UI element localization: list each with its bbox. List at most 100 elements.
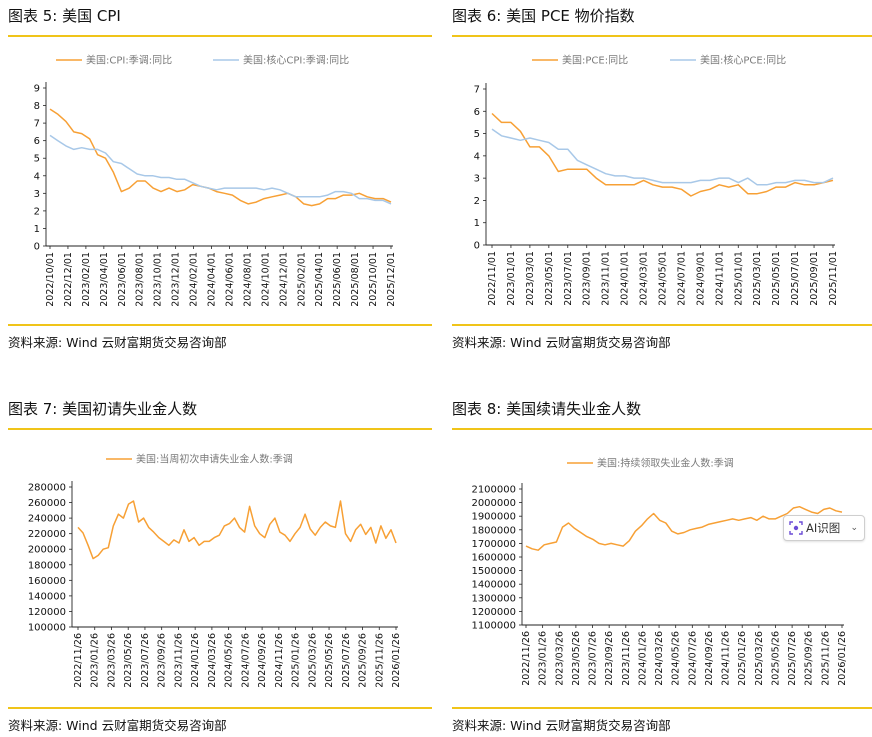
x-tick-label: 2024/03/26	[207, 633, 218, 688]
x-tick-label: 2025/03/26	[307, 633, 318, 688]
y-tick-label: 160000	[28, 576, 66, 587]
y-tick-label: 260000	[28, 498, 66, 509]
x-tick-label: 2024/05/01	[658, 251, 669, 306]
x-tick-label: 2024/12/01	[278, 252, 289, 307]
x-tick-label: 2023/11/26	[173, 633, 184, 688]
y-tick-label: 3	[474, 174, 480, 185]
chart-title: 图表 8: 美国续请失业金人数	[452, 400, 642, 418]
x-tick-label: 2023/05/26	[571, 631, 582, 686]
x-tick-label: 2025/03/01	[752, 251, 763, 306]
x-tick-label: 2025/05/26	[324, 633, 335, 688]
x-tick-label: 2023/01/01	[506, 251, 517, 306]
x-tick-label: 2024/10/01	[260, 252, 271, 307]
source-divider	[8, 324, 432, 326]
x-tick-label: 2023/01/26	[538, 631, 549, 686]
source-note: 资料来源: Wind 云财富期货交易咨询部	[452, 718, 671, 733]
title-divider	[8, 35, 432, 37]
x-tick-label: 2023/03/26	[106, 633, 117, 688]
y-tick-label: 1900000	[471, 512, 516, 523]
x-tick-label: 2025/07/26	[341, 633, 352, 688]
x-tick-label: 2024/11/01	[714, 251, 725, 306]
x-tick-label: 2023/03/26	[554, 631, 565, 686]
x-tick-label: 2025/08/01	[350, 252, 361, 307]
chart-cpi: 美国:CPI:季调:同比 美国:核心CPI:季调:同比 0 1 2 3 4 5 6 7 8 9 2022…	[34, 54, 397, 307]
chevron-down-icon[interactable]: ⌄	[850, 523, 858, 533]
x-tick-label: 2024/11/26	[721, 631, 732, 686]
x-tick-label: 2022/10/01	[45, 252, 56, 307]
y-tick-label: 1600000	[471, 553, 516, 564]
series-line	[491, 128, 834, 186]
x-tick-label: 2025/11/26	[820, 631, 831, 686]
x-tick-label: 2023/04/01	[99, 252, 110, 307]
x-tick-label: 2025/05/01	[771, 251, 782, 306]
x-tick-label: 2024/07/26	[687, 631, 698, 686]
source-divider	[452, 707, 872, 709]
y-tick-label: 2	[474, 196, 480, 207]
x-tick-label: 2023/12/01	[171, 252, 182, 307]
y-tick-label: 1	[34, 224, 40, 235]
x-tick-label: 2024/05/26	[671, 631, 682, 686]
legend-label: 美国:当周初次申请失业金人数:季调	[136, 453, 293, 466]
x-tick-label: 2024/07/01	[676, 251, 687, 306]
series-line	[525, 505, 843, 551]
x-tick-label: 2025/07/26	[787, 631, 798, 686]
x-tick-label: 2024/11/26	[274, 633, 285, 688]
x-tick-label: 2022/12/01	[63, 252, 74, 307]
series-line	[77, 500, 397, 560]
x-tick-label: 2025/06/01	[332, 252, 343, 307]
legend-label: 美国:PCE:同比	[562, 54, 628, 67]
y-tick-label: 1700000	[471, 539, 516, 550]
x-tick-label: 2023/02/01	[81, 252, 92, 307]
chart-title: 图表 7: 美国初请失业金人数	[8, 400, 198, 418]
x-tick-label: 2025/10/01	[368, 252, 379, 307]
title-divider	[452, 35, 872, 37]
x-tick-label: 2024/09/26	[704, 631, 715, 686]
x-tick-label: 2024/09/01	[695, 251, 706, 306]
y-tick-label: 4	[474, 151, 480, 162]
series-line	[49, 108, 392, 207]
x-tick-label: 2023/03/01	[525, 251, 536, 306]
legend-label: 美国:CPI:季调:同比	[86, 54, 172, 67]
chart-title: 图表 6: 美国 PCE 物价指数	[452, 7, 635, 25]
x-tick-label: 2025/09/26	[358, 633, 369, 688]
x-tick-label: 2025/07/01	[790, 251, 801, 306]
chart-continuing-claims: 美国:持续领取失业金人数:季调 1100000 1200000 1300000 1400…	[471, 457, 848, 686]
y-tick-label: 7	[34, 119, 40, 130]
x-tick-label: 2024/01/26	[637, 631, 648, 686]
x-tick-label: 2023/07/26	[588, 631, 599, 686]
x-tick-label: 2023/09/01	[582, 251, 593, 306]
series-line	[491, 112, 834, 197]
x-tick-label: 2026/01/26	[391, 633, 402, 688]
ai-recognize-label: AI识图	[806, 521, 841, 535]
legend-label: 美国:持续领取失业金人数:季调	[597, 457, 734, 470]
panel-pce: 图表 6: 美国 PCE 物价指数 美国:PCE:同比 美国:核心PCE:同比 0 1…	[452, 2, 872, 354]
x-tick-label: 2025/01/26	[737, 631, 748, 686]
x-tick-label: 2025/01/01	[733, 251, 744, 306]
x-tick-label: 2024/05/26	[224, 633, 235, 688]
x-tick-label: 2023/11/01	[601, 251, 612, 306]
y-tick-label: 280000	[28, 483, 66, 494]
y-tick-label: 200000	[28, 545, 66, 556]
ai-scan-icon	[789, 521, 803, 535]
y-tick-label: 180000	[28, 560, 66, 571]
ai-recognize-button[interactable]: AI识图 ⌄	[783, 515, 865, 541]
x-tick-label: 2023/05/26	[123, 633, 134, 688]
x-tick-label: 2025/09/01	[809, 251, 820, 306]
x-tick-label: 2023/05/01	[544, 251, 555, 306]
x-tick-label: 2023/07/01	[563, 251, 574, 306]
y-tick-label: 140000	[28, 591, 66, 602]
x-tick-label: 2025/11/26	[374, 633, 385, 688]
x-tick-label: 2022/11/26	[521, 631, 532, 686]
x-tick-label: 2023/10/01	[153, 252, 164, 307]
x-tick-label: 2024/01/01	[620, 251, 631, 306]
title-divider	[452, 428, 872, 430]
y-tick-label: 5	[34, 154, 40, 165]
x-tick-label: 2022/11/01	[487, 251, 498, 306]
y-tick-label: 6	[474, 107, 480, 118]
y-tick-label: 1200000	[471, 607, 516, 618]
x-tick-label: 2024/02/01	[189, 252, 200, 307]
y-tick-label: 6	[34, 136, 40, 147]
x-tick-label: 2024/03/01	[639, 251, 650, 306]
x-tick-label: 2023/06/01	[117, 252, 128, 307]
title-divider	[8, 428, 432, 430]
